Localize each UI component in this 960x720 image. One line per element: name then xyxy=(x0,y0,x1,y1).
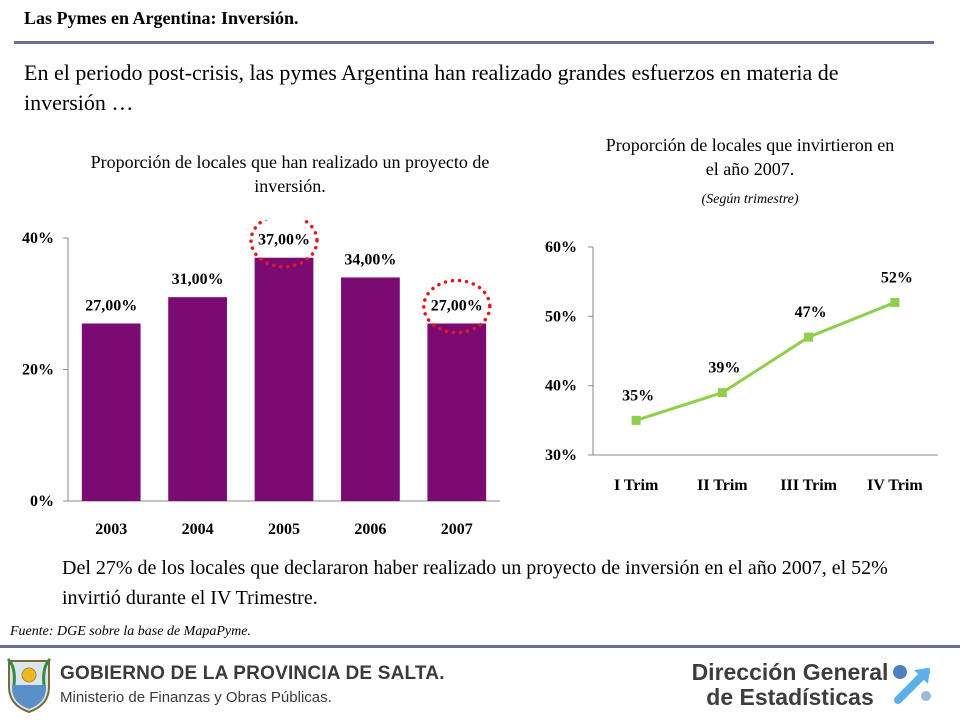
highlight-circle xyxy=(249,220,319,269)
bar-2005 xyxy=(254,257,314,501)
line-data-label: 35% xyxy=(622,387,654,404)
line-chart-subtitle: (Según trimestre) xyxy=(701,192,799,207)
line-x-tick-label: III Trim xyxy=(780,477,837,494)
bar-y-tick-label: 0% xyxy=(30,493,54,510)
bar-x-tick-label: 2003 xyxy=(95,521,127,538)
line-y-tick-label: 40% xyxy=(545,378,577,395)
bar-x-tick-label: 2005 xyxy=(268,521,300,538)
slide-title: Las Pymes en Argentina: Inversión. xyxy=(24,8,299,28)
conclusion-text: Del 27% de los locales que declararon ha… xyxy=(62,557,888,609)
line-point-4 xyxy=(890,297,900,307)
line-x-tick-label: I Trim xyxy=(614,477,659,494)
ministry-name: Ministerio de Finanzas y Obras Públicas. xyxy=(60,689,332,706)
bar-y-tick-label: 20% xyxy=(22,362,54,379)
bar-2007 xyxy=(427,323,487,501)
dge-line-1: Dirección General xyxy=(691,659,889,685)
line-series-path xyxy=(635,301,896,422)
bar-data-label: 27,00% xyxy=(85,297,137,314)
bar-data-label: 31,00% xyxy=(172,271,224,288)
title-divider xyxy=(14,41,934,44)
line-data-label: 52% xyxy=(881,269,913,286)
line-y-tick-label: 30% xyxy=(545,447,577,464)
source-note: Fuente: DGE sobre la base de MapaPyme. xyxy=(10,624,251,639)
line-point-1 xyxy=(631,415,641,425)
bar-data-label: 27,00% xyxy=(431,297,483,314)
bar-2004 xyxy=(168,297,227,501)
line-point-2 xyxy=(717,388,727,398)
line-data-label: 39% xyxy=(708,360,740,377)
line-point-3 xyxy=(804,332,814,342)
government-name: GOBIERNO DE LA PROVINCIA DE SALTA. xyxy=(60,663,445,684)
line-x-tick-label: II Trim xyxy=(697,477,748,494)
dge-line-2: de Estadísticas xyxy=(706,684,874,710)
dge-logo-icon xyxy=(893,665,931,704)
line-x-tick-label: IV Trim xyxy=(867,477,923,494)
line-y-tick-label: 60% xyxy=(545,239,577,256)
bar-y-tick-label: 40% xyxy=(22,230,54,247)
government-label: GOBIERNO DE LA PROVINCIA DE SALTA. Minis… xyxy=(60,663,445,706)
dge-label: Dirección General de Estadísticas xyxy=(690,660,890,710)
footer-divider xyxy=(0,645,960,648)
intro-text: En el periodo post-crisis, las pymes Arg… xyxy=(24,60,839,115)
bar-data-label: 37,00% xyxy=(258,232,310,249)
highlight-circle xyxy=(422,278,492,335)
bar-x-tick-label: 2007 xyxy=(441,521,473,538)
bar-2003 xyxy=(81,323,141,501)
bar-chart: 0% 20% 40% 27,00% 2003 31,00% 2004 37,00% 2005 34… xyxy=(22,220,500,538)
bar-chart-title: Proporción de locales que han realizado … xyxy=(90,152,490,196)
bar-data-label: 34,00% xyxy=(344,251,396,268)
bar-2006 xyxy=(341,277,400,501)
line-chart-title: Proporción de locales que invirtieron en… xyxy=(605,135,895,179)
line-data-label: 47% xyxy=(795,304,827,321)
bar-x-tick-label: 2004 xyxy=(182,521,214,538)
provincial-shield-icon xyxy=(6,657,52,714)
bar-x-tick-label: 2006 xyxy=(354,521,386,538)
line-chart: 30% 40% 50% 60% 35% I Trim 39% II Trim 47% III Tr… xyxy=(545,239,938,494)
line-y-tick-label: 50% xyxy=(545,308,577,325)
